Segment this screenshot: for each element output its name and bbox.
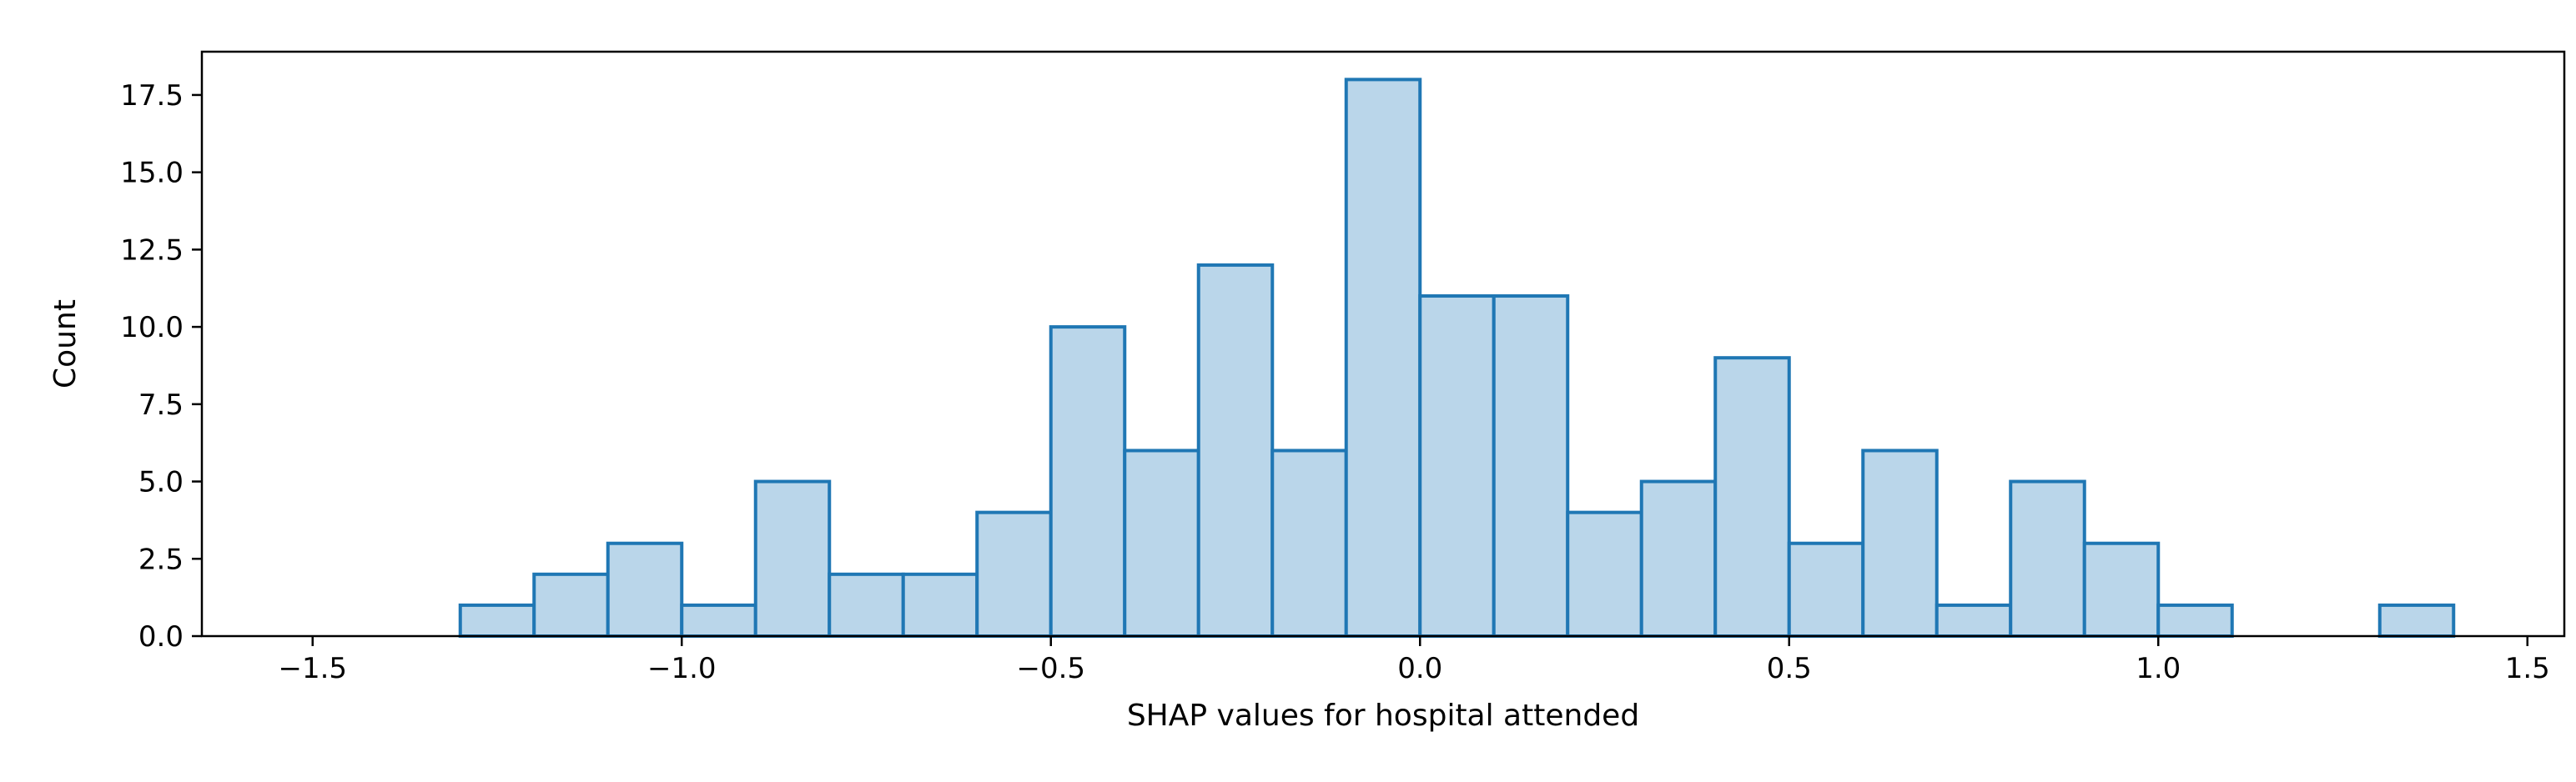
histogram-bar xyxy=(2009,479,2086,639)
y-axis-label: Count xyxy=(48,299,83,388)
histogram-bar xyxy=(1196,263,1275,638)
histogram-bar xyxy=(1123,449,1200,639)
histogram-bar xyxy=(901,572,979,639)
y-tick-label: 15.0 xyxy=(120,157,184,190)
histogram-bar xyxy=(1344,78,1422,638)
x-tick-label: 1.0 xyxy=(2136,652,2181,685)
x-tick-label: 0.5 xyxy=(1767,652,1812,685)
y-tick-label: 0.0 xyxy=(138,620,184,654)
y-tick-label: 2.5 xyxy=(138,543,184,576)
histogram-bar xyxy=(1492,294,1570,638)
x-tick-label: −0.5 xyxy=(1016,652,1085,685)
histogram-bar xyxy=(458,603,536,638)
plot-frame xyxy=(200,50,2566,638)
histogram-bar xyxy=(1787,541,1865,639)
x-tick-label: −1.5 xyxy=(278,652,347,685)
y-tick-label: 12.5 xyxy=(120,233,184,267)
histogram-bar xyxy=(1566,510,1643,638)
x-axis: −1.5 −1.0 −0.5 0.0 0.5 1.0 1.5 xyxy=(278,636,2550,685)
x-tick-label: −1.0 xyxy=(647,652,717,685)
histogram-bar xyxy=(1049,325,1127,638)
histogram-bar xyxy=(1639,479,1718,639)
histogram-bar xyxy=(680,603,757,638)
x-axis-label: SHAP values for hospital attended xyxy=(1127,699,1639,733)
histogram-bar xyxy=(1270,449,1348,639)
histogram-bar xyxy=(532,572,610,639)
x-tick-label: 0.0 xyxy=(1397,652,1442,685)
histogram-bar xyxy=(975,510,1053,638)
y-tick-label: 17.5 xyxy=(120,79,184,113)
x-tick-label: 1.5 xyxy=(2505,652,2550,685)
histogram-bar xyxy=(1861,449,1939,639)
histogram-bar xyxy=(753,479,832,639)
histogram-bar xyxy=(2156,603,2234,638)
histogram-bar xyxy=(828,572,905,639)
y-tick-label: 10.0 xyxy=(120,311,184,344)
y-axis: 0.0 2.5 5.0 7.5 10.0 12.5 15.0 17.5 xyxy=(120,79,202,654)
histogram-bar xyxy=(2377,603,2456,638)
y-tick-label: 7.5 xyxy=(138,388,184,422)
histogram-bar xyxy=(1713,356,1791,638)
y-tick-label: 5.0 xyxy=(138,466,184,499)
bars-group xyxy=(458,78,2456,639)
histogram-bar xyxy=(1935,603,2013,638)
histogram-bar xyxy=(2082,541,2161,639)
histogram-bar xyxy=(606,541,684,639)
histogram-bar xyxy=(1418,294,1496,638)
